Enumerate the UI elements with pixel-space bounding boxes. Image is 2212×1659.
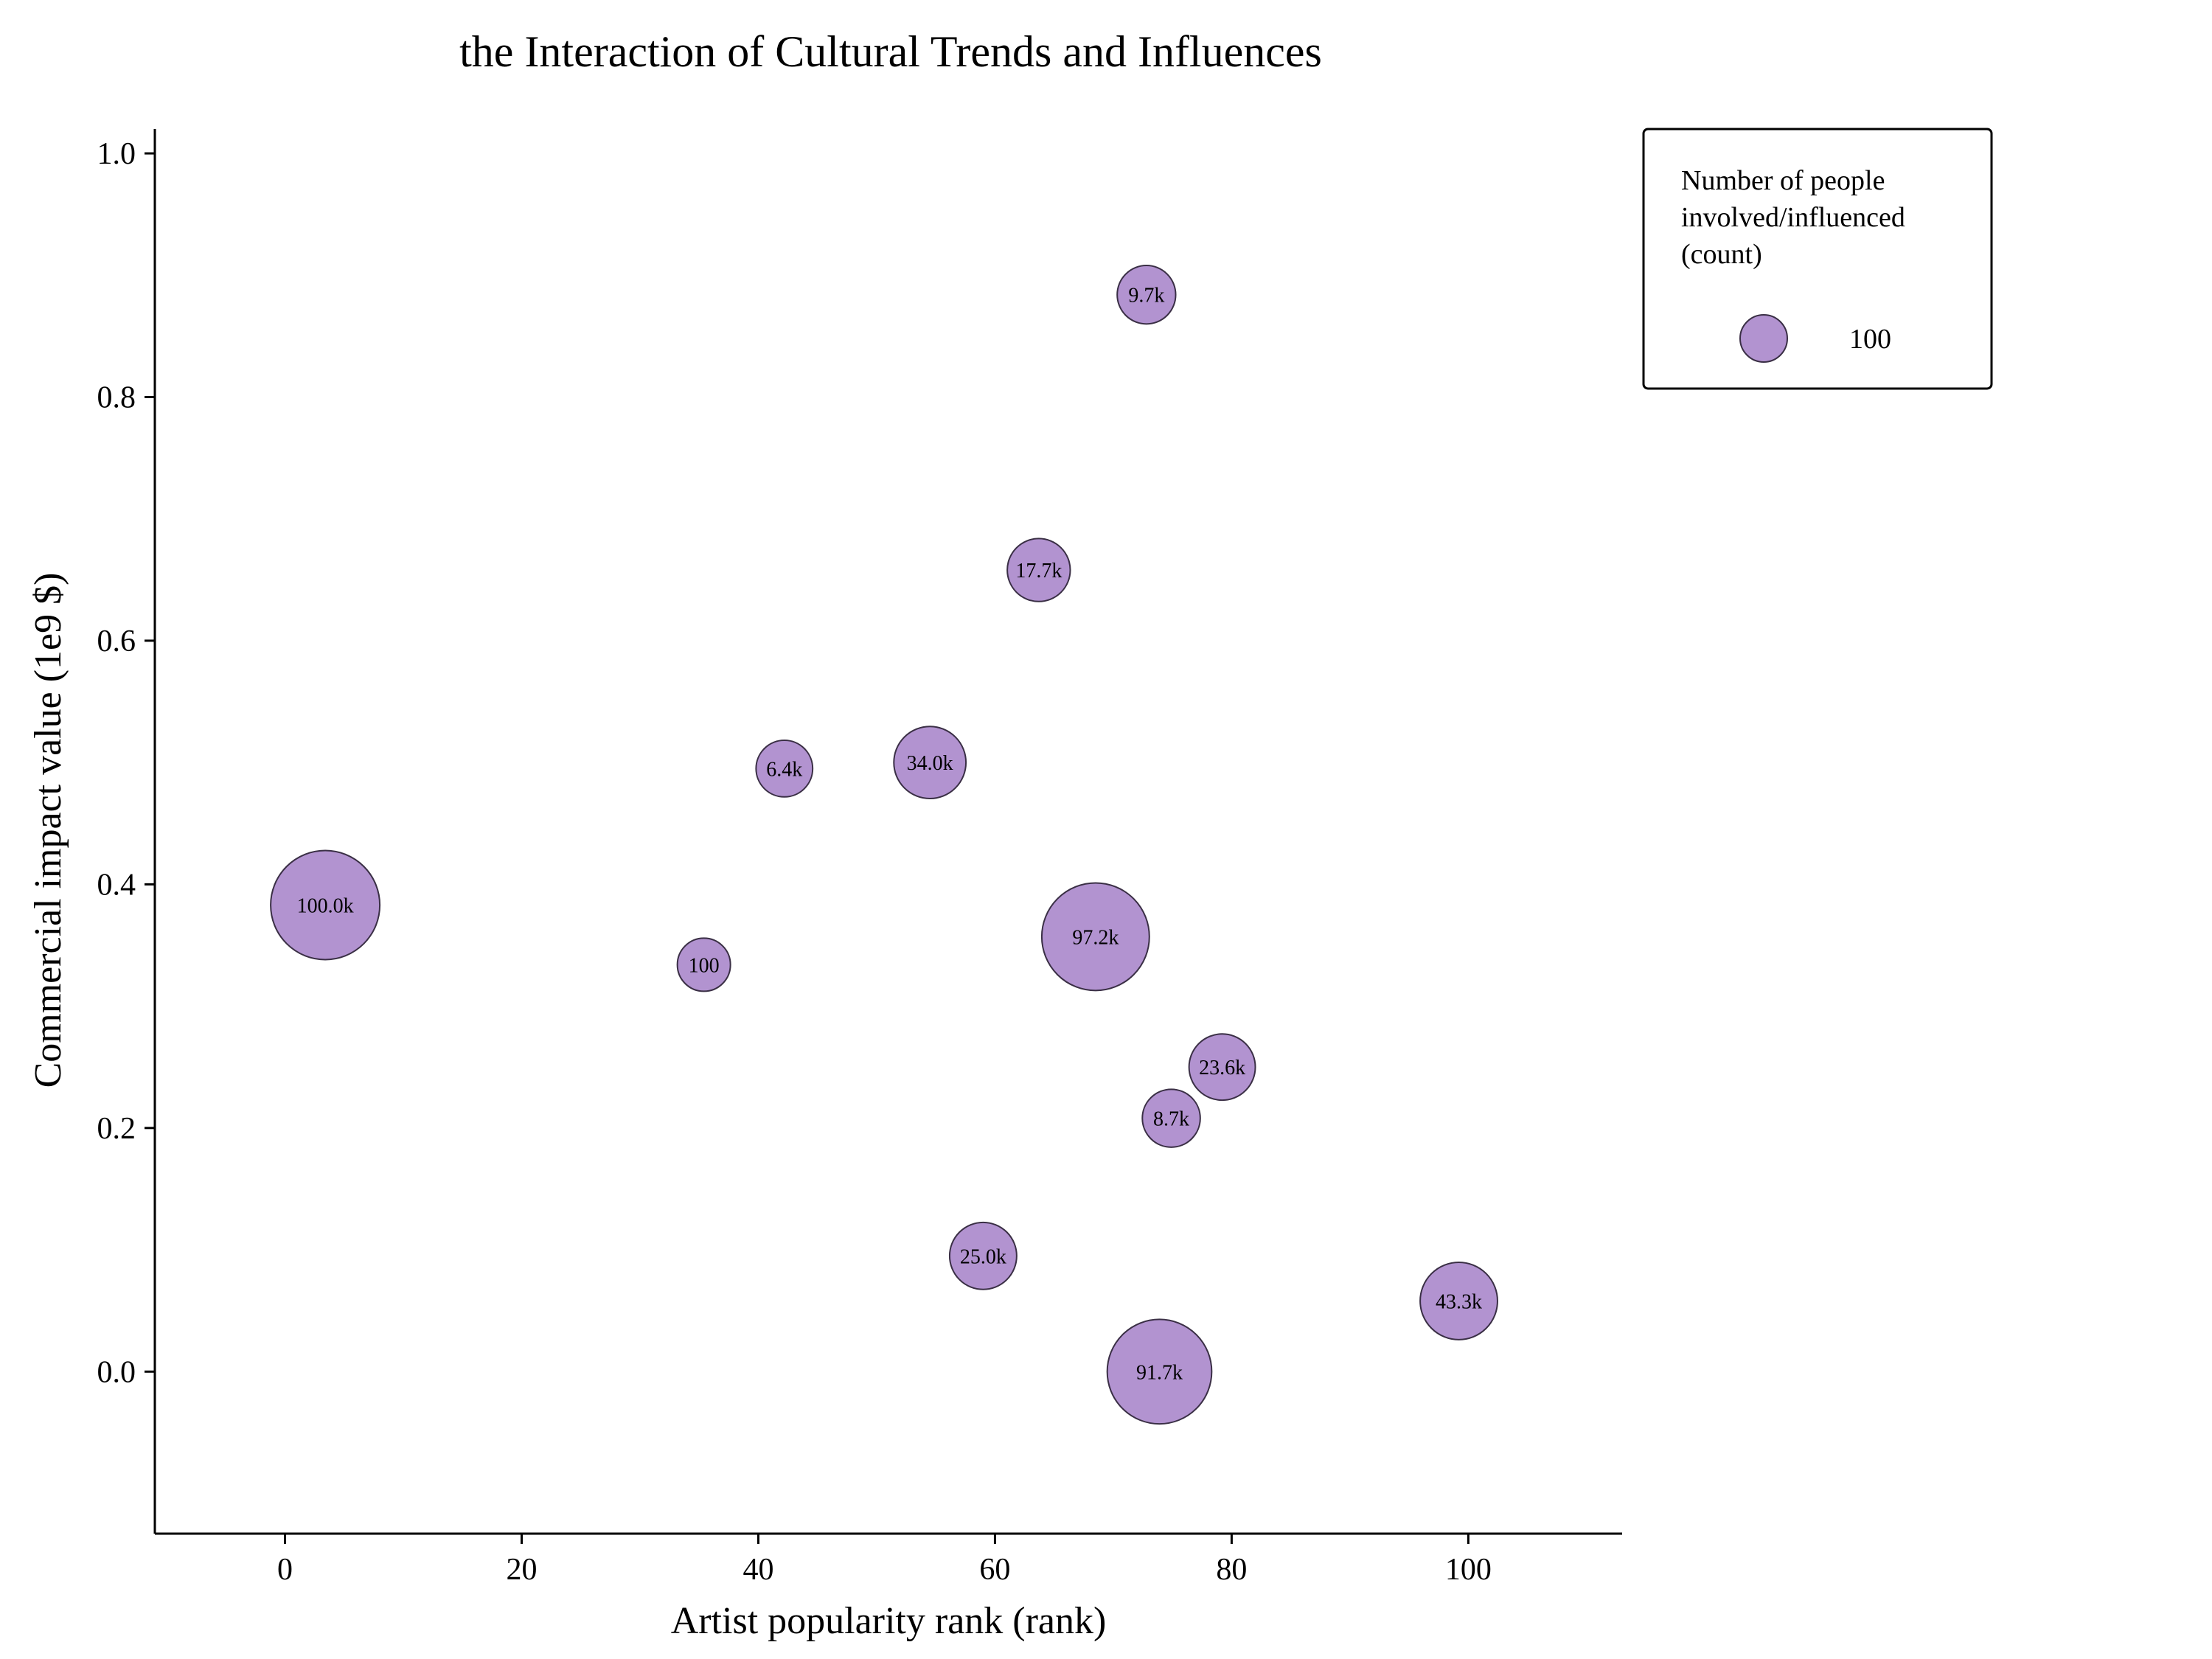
- bubble-marker: [893, 726, 967, 800]
- bubble-label: 91.7k: [1136, 1361, 1183, 1384]
- bubble-label: 23.6k: [1199, 1057, 1245, 1079]
- bubble-label: 9.7k: [1128, 285, 1164, 307]
- legend-bubble-marker: [1739, 314, 1788, 363]
- y-tick-label: 0.4: [97, 868, 136, 902]
- y-tick-label: 0.8: [97, 380, 136, 414]
- y-tick-label: 0.0: [97, 1355, 136, 1389]
- y-axis-label: Commercial impact value (1e9 $): [27, 573, 69, 1088]
- bubble: 23.6k: [1188, 1033, 1256, 1102]
- bubble-marker: [948, 1221, 1018, 1290]
- bubble: 97.2k: [1040, 882, 1150, 992]
- bubble-marker: [1141, 1088, 1201, 1148]
- legend-title-line-1: Number of people: [1681, 165, 1885, 196]
- legend-entry-label: 100: [1849, 324, 1891, 355]
- bubble: 9.7k: [1116, 265, 1177, 325]
- bubble-label: 8.7k: [1153, 1108, 1189, 1131]
- bubble-marker: [755, 740, 814, 798]
- bubble-label: 25.0k: [960, 1245, 1006, 1268]
- bubble-marker: [1006, 538, 1071, 602]
- bubble: 8.7k: [1141, 1088, 1201, 1148]
- bubble-label: 17.7k: [1015, 560, 1062, 582]
- bubble: 91.7k: [1106, 1318, 1213, 1425]
- bubble-marker: [1106, 1318, 1213, 1425]
- bubble-marker: [1188, 1033, 1256, 1102]
- legend: Number of people involved/influenced (co…: [1642, 128, 1993, 390]
- bubble: 34.0k: [893, 726, 967, 800]
- y-tick-label: 0.6: [97, 625, 136, 658]
- bubble: 6.4k: [755, 740, 814, 798]
- x-tick-label: 40: [742, 1553, 773, 1587]
- x-tick-label: 60: [979, 1553, 1010, 1587]
- x-tick-label: 0: [277, 1553, 293, 1587]
- bubble: 100.0k: [270, 849, 381, 961]
- x-tick-label: 80: [1216, 1553, 1247, 1587]
- y-tick-label: 0.2: [97, 1112, 136, 1146]
- bubble: 25.0k: [948, 1221, 1018, 1290]
- bubble-label: 100: [689, 954, 720, 977]
- plot-area: 100.0k 100 6.4k 34.0k 25.0k 17.7k 97.2k 9.7k 91.…: [270, 265, 1498, 1425]
- legend-title-line-2: involved/influenced: [1681, 202, 1905, 233]
- x-axis-ticks: 0 20 40 60 80 100: [277, 1534, 1492, 1587]
- bubble: 43.3k: [1419, 1261, 1498, 1340]
- x-tick-label: 100: [1445, 1553, 1492, 1587]
- y-axis-ticks: 0.0 0.2 0.4 0.6 0.8 1.0: [97, 137, 155, 1389]
- bubble-label: 97.2k: [1072, 926, 1119, 949]
- bubble-marker: [270, 849, 381, 961]
- bubble-label: 6.4k: [766, 758, 802, 781]
- bubble: 100: [676, 937, 731, 992]
- legend-title-line-3: (count): [1681, 239, 1762, 270]
- y-tick-label: 1.0: [97, 137, 136, 171]
- bubble-label: 43.3k: [1436, 1290, 1482, 1313]
- bubble-marker: [1116, 265, 1177, 325]
- bubble-marker: [1040, 882, 1150, 992]
- x-axis-label: Artist popularity rank (rank): [671, 1600, 1107, 1642]
- bubble: 17.7k: [1006, 538, 1071, 602]
- bubble-marker: [1419, 1261, 1498, 1340]
- bubble-marker: [676, 937, 731, 992]
- chart-title: the Interaction of Cultural Trends and I…: [459, 27, 1322, 76]
- x-tick-label: 20: [507, 1553, 538, 1587]
- legend-frame: [1642, 128, 1993, 390]
- bubble-label: 100.0k: [297, 894, 354, 917]
- bubble-label: 34.0k: [907, 752, 953, 775]
